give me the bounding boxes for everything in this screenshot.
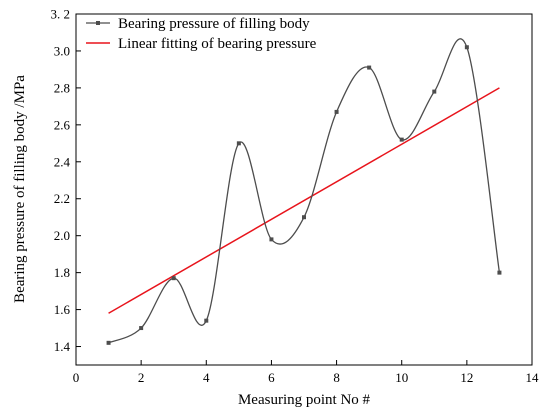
plot-frame xyxy=(75,13,533,366)
x-tick-label: 4 xyxy=(203,370,210,385)
data-point xyxy=(464,45,469,50)
y-tick-label: 1.4 xyxy=(54,339,71,354)
y-tick-label: 2.6 xyxy=(54,117,71,132)
legend-item-fit-line: Linear fitting of bearing pressure xyxy=(86,36,317,52)
x-tick-label: 2 xyxy=(138,370,145,385)
data-point xyxy=(236,141,241,146)
legend: Bearing pressure of filling body Linear … xyxy=(86,16,317,52)
x-tick-label: 14 xyxy=(526,370,540,385)
data-point xyxy=(106,340,111,345)
y-tick-label: 2.4 xyxy=(54,154,71,169)
y-axis-title: Bearing pressure of filling body /MPa xyxy=(12,75,28,303)
tick-layer: 0 2 4 6 8 10 12 14 1.4 1.6 1.8 2.0 2.2 2.4 2.6 2.8 3.0 3.… xyxy=(51,7,540,386)
legend-swatch-data-series-marker xyxy=(96,21,100,25)
data-point xyxy=(204,318,209,323)
x-tick-label: 6 xyxy=(268,370,275,385)
y-tick-label: 1.8 xyxy=(54,265,70,280)
data-point xyxy=(399,137,404,142)
y-tick-label: 2.0 xyxy=(54,228,70,243)
legend-label-fit-line: Linear fitting of bearing pressure xyxy=(118,36,317,52)
x-tick-label: 0 xyxy=(73,370,80,385)
data-point xyxy=(497,270,502,275)
data-point xyxy=(367,65,372,70)
series-layer xyxy=(106,38,502,345)
data-point xyxy=(432,89,437,94)
y-tick-label: 1.6 xyxy=(54,302,71,317)
plot-area: 0 2 4 6 8 10 12 14 1.4 1.6 1.8 2.0 2.2 2.4 2.6 2.8 3.0 3.… xyxy=(51,7,540,386)
fit-line xyxy=(108,87,500,314)
legend-label-data-series: Bearing pressure of filling body xyxy=(118,16,310,32)
x-axis-title: Measuring point No # xyxy=(238,392,371,408)
data-point xyxy=(302,215,306,220)
x-tick-label: 8 xyxy=(333,370,340,385)
y-tick-label: 3. 2 xyxy=(51,7,71,22)
y-tick-label: 3.0 xyxy=(54,43,70,58)
y-tick-label: 2.2 xyxy=(54,191,70,206)
data-point xyxy=(139,326,144,331)
x-tick-label: 10 xyxy=(395,370,408,385)
legend-item-data-series: Bearing pressure of filling body xyxy=(86,16,310,32)
x-tick-label: 12 xyxy=(460,370,473,385)
data-series-line xyxy=(108,38,501,344)
data-point xyxy=(269,237,274,242)
data-point xyxy=(171,276,176,281)
data-point xyxy=(334,109,339,114)
y-tick-label: 2.8 xyxy=(54,80,70,95)
